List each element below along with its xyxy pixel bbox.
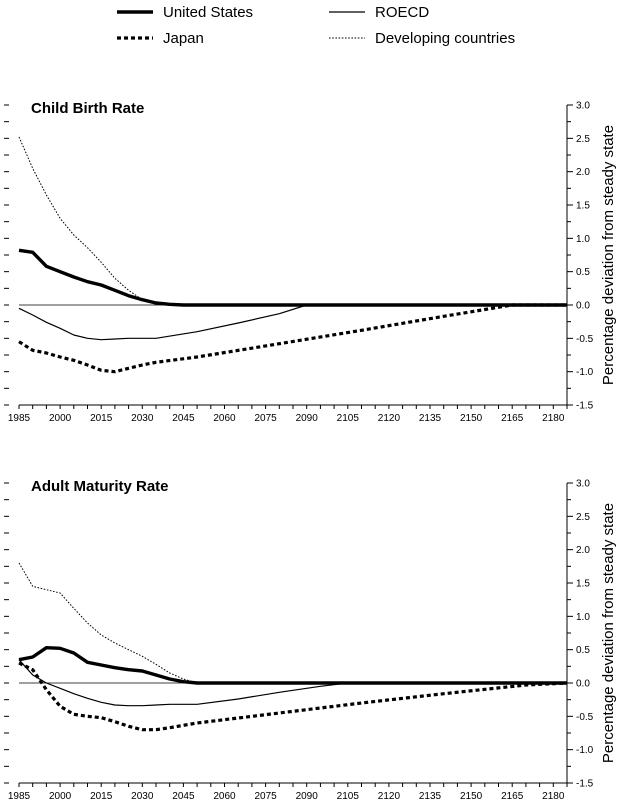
chart-title: Child Birth Rate [31,100,144,117]
x-tick-label: 2030 [131,413,154,424]
x-tick-label: 2060 [213,791,236,802]
y-tick-label: 2.5 [576,512,590,523]
legend-label-0: United States [163,4,253,21]
y-tick-label: 2.0 [576,167,590,178]
x-tick-label: 2150 [460,791,483,802]
x-tick-label: 2150 [460,413,483,424]
legend-label-2: Japan [163,30,204,47]
x-tick-label: 2045 [172,791,195,802]
x-tick-label: 2120 [378,791,401,802]
y-tick-label: 1.0 [576,612,590,623]
series-line-united-states [18,646,567,685]
y-tick-label: 2.0 [576,545,590,556]
y-tick-label: 0.5 [576,267,590,278]
legend: United States ROECD Japan Developing countr… [117,4,515,47]
y-tick-label: 3.0 [576,101,590,112]
y-tick-label: -1.0 [576,745,594,756]
x-tick-label: 2060 [213,413,236,424]
y-tick-label: 1.0 [576,234,590,245]
series-line-roecd [18,659,567,707]
x-tick-label: 2165 [501,413,524,424]
chart-adult-maturity-rate: -1.5 -1.0 -0.5 0.0 0.5 1.0 1.5 2.0 2.5 3.0 1985 200… [4,478,617,802]
x-tick-label: 2090 [296,791,319,802]
x-tick-label: 1985 [8,791,31,802]
legend-label-3: Developing countries [375,30,515,47]
y-tick-label: 2.5 [576,134,590,145]
x-tick-label: 2120 [378,413,401,424]
x-tick-label: 2000 [49,791,72,802]
x-tick-label: 2075 [254,413,277,424]
x-tick-label: 2135 [419,791,442,802]
x-tick-label: 2165 [501,791,524,802]
chart-title: Adult Maturity Rate [31,478,169,495]
series-line-developing-countries [18,136,568,306]
series-line-roecd [18,304,567,341]
y-tick-label: -1.5 [576,401,594,412]
x-tick-label: 2045 [172,413,195,424]
series-line-developing-countries [18,562,567,684]
x-tick-label: 2105 [337,413,360,424]
y-tick-label: 3.0 [576,479,590,490]
x-tick-label: 2135 [419,413,442,424]
y-axis-label: Percentage deviation from steady state [600,503,617,763]
y-tick-label: 0.5 [576,645,590,656]
x-tick-label: 2030 [131,791,154,802]
x-tick-label: 2180 [542,791,565,802]
x-tick-label: 2015 [90,791,113,802]
y-tick-label: -1.0 [576,367,594,378]
chart-child-birth-rate: -1.5 -1.0 -0.5 0.0 0.5 1.0 1.5 2.0 2.5 3.0 1985 200… [4,100,617,424]
x-tick-label: 2000 [49,413,72,424]
y-tick-label: 0.0 [576,679,590,690]
y-tick-label: 1.5 [576,201,590,212]
y-tick-label: -0.5 [576,712,594,723]
x-tick-label: 2105 [337,791,360,802]
series-line-japan [18,661,568,732]
y-tick-label: 1.5 [576,579,590,590]
x-tick-label: 2015 [90,413,113,424]
x-tick-label: 2090 [296,413,319,424]
y-tick-label: -1.5 [576,779,594,790]
y-axis-label: Percentage deviation from steady state [600,125,617,385]
x-tick-label: 2075 [254,791,277,802]
series-line-japan [18,303,567,374]
x-tick-label: 2180 [542,413,565,424]
legend-label-1: ROECD [375,4,429,21]
y-tick-label: 0.0 [576,301,590,312]
y-tick-label: -0.5 [576,334,594,345]
series-line-united-states [18,248,567,307]
x-tick-label: 1985 [8,413,31,424]
